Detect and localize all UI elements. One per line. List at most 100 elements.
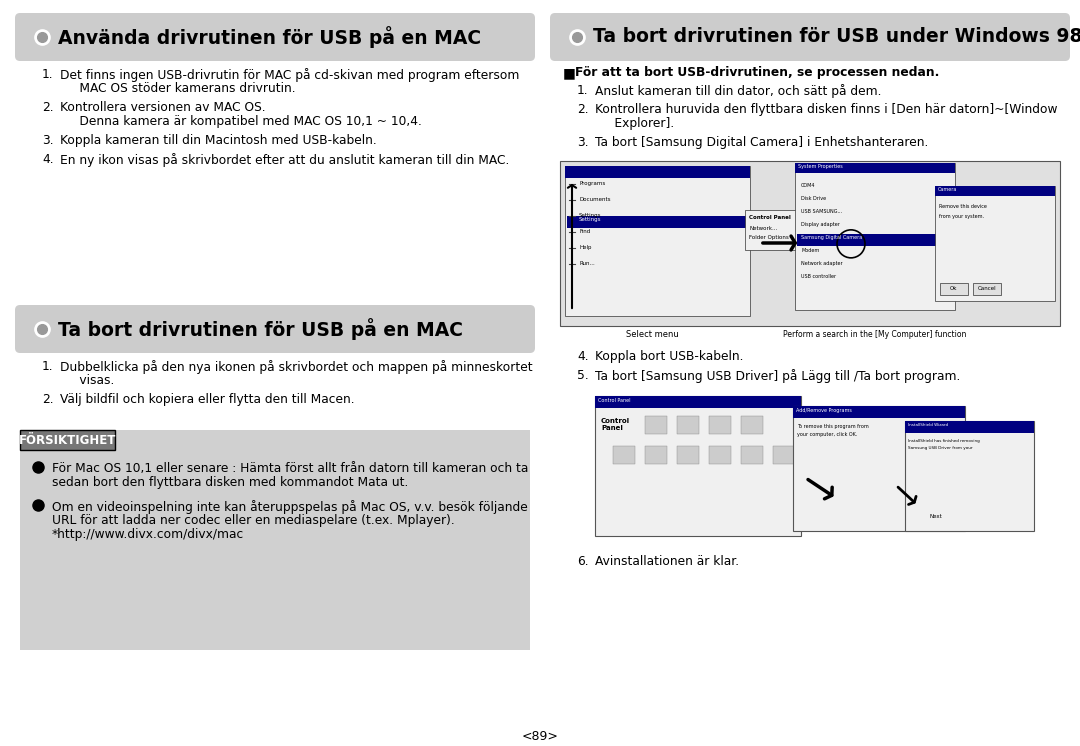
Bar — [567, 216, 748, 228]
Text: Samsung Digital Camera: Samsung Digital Camera — [801, 235, 862, 240]
Bar — [708, 416, 731, 434]
Text: your computer, click OK.: your computer, click OK. — [797, 432, 858, 437]
Text: <89>: <89> — [522, 730, 558, 743]
Text: Perform a search in the [My Computer] function: Perform a search in the [My Computer] fu… — [783, 330, 967, 339]
Text: Find: Find — [579, 229, 591, 234]
Text: Om en videoinspelning inte kan återuppspelas på Mac OS, v.v. besök följande: Om en videoinspelning inte kan återuppsp… — [52, 500, 528, 514]
Text: Next: Next — [930, 515, 942, 519]
FancyBboxPatch shape — [550, 13, 1070, 61]
Text: To remove this program from: To remove this program from — [797, 424, 868, 429]
Text: Control Panel: Control Panel — [598, 398, 631, 403]
Text: Select menu: Select menu — [626, 330, 679, 339]
Text: Settings: Settings — [579, 217, 602, 222]
Text: InstallShield Wizard: InstallShield Wizard — [907, 423, 948, 427]
Bar — [795, 163, 955, 173]
Text: USB SAMSUNG...: USB SAMSUNG... — [801, 209, 842, 214]
Text: Add/Remove Programs: Add/Remove Programs — [796, 408, 852, 413]
Text: Control Panel: Control Panel — [750, 215, 791, 220]
Text: Kontrollera versionen av MAC OS.: Kontrollera versionen av MAC OS. — [60, 101, 266, 114]
Text: En ny ikon visas på skrivbordet efter att du anslutit kameran till din MAC.: En ny ikon visas på skrivbordet efter at… — [60, 153, 510, 167]
Bar — [905, 421, 1034, 433]
Text: Folder Options: Folder Options — [750, 235, 788, 240]
Text: 4.: 4. — [577, 350, 589, 363]
Text: Control
Panel: Control Panel — [600, 418, 630, 431]
Text: Använda drivrutinen för USB på en MAC: Använda drivrutinen för USB på en MAC — [58, 26, 481, 48]
Text: Denna kamera är kompatibel med MAC OS 10,1 ~ 10,4.: Denna kamera är kompatibel med MAC OS 10… — [60, 115, 422, 128]
Text: Network adapter: Network adapter — [801, 261, 842, 266]
Text: System Properties: System Properties — [798, 164, 842, 169]
Text: Display adapter: Display adapter — [801, 222, 840, 227]
Text: Settings: Settings — [579, 213, 602, 218]
Bar — [745, 210, 815, 250]
Bar — [940, 283, 968, 295]
Text: Samsung USB Driver from your: Samsung USB Driver from your — [907, 446, 972, 450]
FancyBboxPatch shape — [15, 13, 535, 61]
Text: MAC OS stöder kamerans drivrutin.: MAC OS stöder kamerans drivrutin. — [60, 82, 296, 95]
Text: Programs: Programs — [579, 181, 605, 186]
Text: Ok: Ok — [950, 286, 958, 292]
Text: 4.: 4. — [42, 153, 54, 166]
Text: Modem: Modem — [801, 248, 820, 253]
Bar — [561, 161, 1059, 326]
Bar — [915, 511, 957, 523]
Text: Anslut kameran till din dator, och sätt på dem.: Anslut kameran till din dator, och sätt … — [595, 84, 881, 98]
Text: Help: Help — [579, 245, 592, 250]
Text: Ta bort drivrutinen för USB på en MAC: Ta bort drivrutinen för USB på en MAC — [58, 318, 463, 340]
Text: Koppla kameran till din Macintosh med USB-kabeln.: Koppla kameran till din Macintosh med US… — [60, 134, 377, 147]
Bar — [565, 166, 750, 316]
Bar — [613, 446, 635, 464]
Bar — [21, 430, 530, 650]
Text: 1.: 1. — [577, 84, 589, 97]
Text: För att ta bort USB-drivrutinen, se processen nedan.: För att ta bort USB-drivrutinen, se proc… — [575, 66, 940, 79]
Text: ■: ■ — [563, 66, 576, 80]
Text: 2.: 2. — [42, 101, 54, 114]
Bar — [595, 396, 801, 408]
Text: COM4: COM4 — [801, 183, 815, 188]
Bar — [905, 421, 1034, 531]
Text: 2.: 2. — [42, 393, 54, 406]
Text: Disk Drive: Disk Drive — [801, 196, 826, 201]
Text: URL för att ladda ner codec eller en mediaspelare (t.ex. Mplayer).: URL för att ladda ner codec eller en med… — [52, 514, 455, 527]
Bar — [741, 446, 762, 464]
Text: USB controller: USB controller — [801, 274, 836, 279]
Text: Det finns ingen USB-drivrutin för MAC på cd-skivan med program eftersom: Det finns ingen USB-drivrutin för MAC på… — [60, 68, 519, 82]
Bar — [565, 166, 750, 178]
Text: För Mac OS 10,1 eller senare : Hämta först allt från datorn till kameran och ta: För Mac OS 10,1 eller senare : Hämta för… — [52, 462, 528, 475]
Text: Network...: Network... — [750, 226, 778, 231]
Text: FÖRSIKTIGHET: FÖRSIKTIGHET — [18, 433, 117, 447]
Text: Documents: Documents — [579, 197, 610, 202]
Text: *http://www.divx.com/divx/mac: *http://www.divx.com/divx/mac — [52, 528, 244, 541]
Bar — [708, 446, 731, 464]
Text: 3.: 3. — [42, 134, 54, 147]
Text: Ta bort [Samsung USB Driver] på Lägg till /Ta bort program.: Ta bort [Samsung USB Driver] på Lägg til… — [595, 369, 960, 383]
Text: Ta bort [Samsung Digital Camera] i Enhetshanteraren.: Ta bort [Samsung Digital Camera] i Enhet… — [595, 136, 929, 149]
Text: 3.: 3. — [577, 136, 589, 149]
Text: 6.: 6. — [577, 555, 589, 568]
Bar — [797, 234, 953, 246]
Text: from your system.: from your system. — [939, 214, 984, 219]
Bar — [793, 406, 964, 531]
Text: visas.: visas. — [60, 374, 114, 387]
Text: Remove this device: Remove this device — [939, 204, 987, 209]
Bar — [677, 446, 699, 464]
Text: sedan bort den flyttbara disken med kommandot Mata ut.: sedan bort den flyttbara disken med komm… — [52, 476, 408, 489]
Text: Avinstallationen är klar.: Avinstallationen är klar. — [595, 555, 739, 568]
Text: Camera: Camera — [939, 187, 957, 192]
Text: 5.: 5. — [577, 369, 589, 382]
Text: 1.: 1. — [42, 68, 54, 81]
Text: Run...: Run... — [579, 261, 595, 266]
Text: Kontrollera huruvida den flyttbara disken finns i [Den här datorn]~[Window: Kontrollera huruvida den flyttbara diske… — [595, 103, 1057, 116]
Bar — [935, 186, 1055, 301]
Bar — [935, 186, 1055, 196]
Text: Explorer].: Explorer]. — [595, 117, 674, 130]
Bar — [645, 416, 667, 434]
Text: InstallShield has finished removing: InstallShield has finished removing — [907, 439, 980, 443]
Text: 2.: 2. — [577, 103, 589, 116]
Text: Ta bort drivrutinen för USB under Windows 98SE: Ta bort drivrutinen för USB under Window… — [593, 28, 1080, 46]
Text: Cancel: Cancel — [977, 286, 997, 292]
FancyBboxPatch shape — [15, 305, 535, 353]
Bar — [795, 163, 955, 310]
Bar — [595, 396, 801, 536]
Bar — [793, 406, 964, 418]
Text: Dubbelklicka på den nya ikonen på skrivbordet och mappen på minneskortet: Dubbelklicka på den nya ikonen på skrivb… — [60, 360, 532, 374]
